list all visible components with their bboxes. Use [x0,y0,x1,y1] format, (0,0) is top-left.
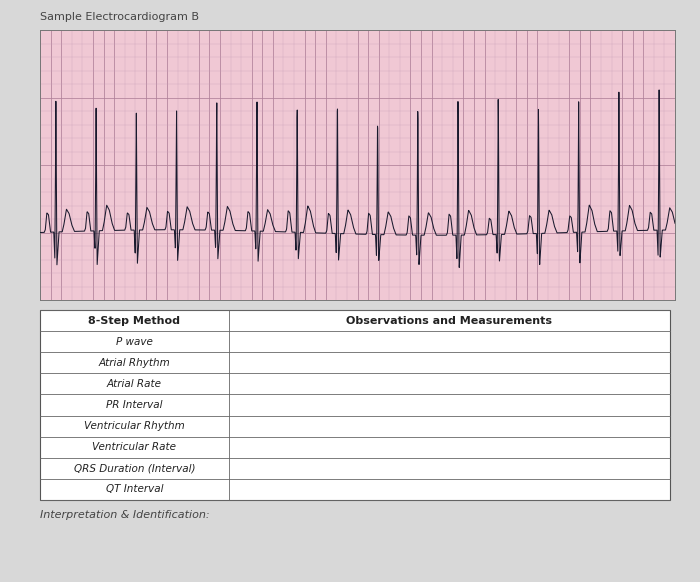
Text: QT Interval: QT Interval [106,484,163,495]
Text: Atrial Rhythm: Atrial Rhythm [99,358,170,368]
Text: Ventricular Rate: Ventricular Rate [92,442,176,452]
Text: P wave: P wave [116,336,153,347]
Text: Ventricular Rhythm: Ventricular Rhythm [84,421,185,431]
Text: Atrial Rate: Atrial Rate [107,379,162,389]
Text: Interpretation & Identification:: Interpretation & Identification: [40,510,209,520]
Text: 8-Step Method: 8-Step Method [88,315,181,325]
Text: Sample Electrocardiogram B: Sample Electrocardiogram B [40,12,199,22]
Text: QRS Duration (Interval): QRS Duration (Interval) [74,463,195,473]
Text: Observations and Measurements: Observations and Measurements [346,315,552,325]
Text: PR Interval: PR Interval [106,400,162,410]
